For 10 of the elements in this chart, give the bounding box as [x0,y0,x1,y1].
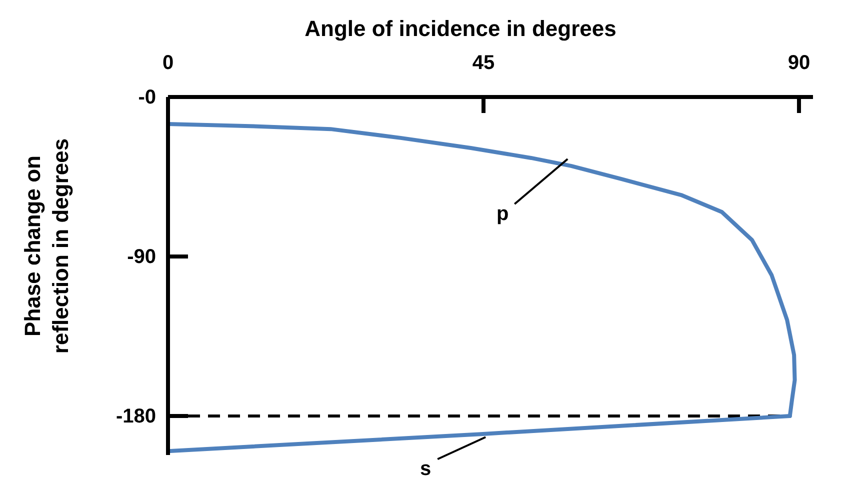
annotation: p [496,203,509,226]
x-tick-label: 90 [788,52,810,74]
y-tick-label: -180 [116,405,156,428]
y-axis-title: Phase change on reflection in degrees [20,138,73,354]
x-tick-label: 45 [472,52,495,74]
x-tick-label: 0 [162,52,174,74]
y-tick-label: -0 [138,86,156,108]
x-axis-title: Angle of incidence in degrees [304,16,616,41]
y-tick-label: -90 [127,246,156,268]
annotation: s [420,458,432,477]
